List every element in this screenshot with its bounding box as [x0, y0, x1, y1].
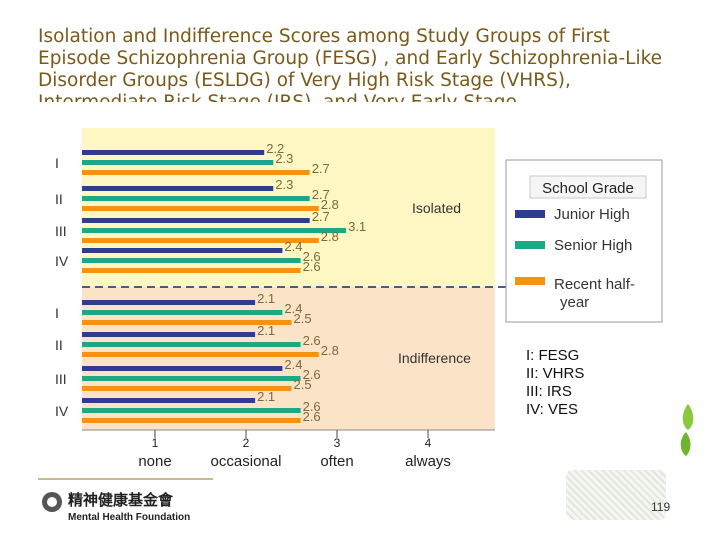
bar-value-label: 2.2 — [266, 141, 284, 156]
x-tick-sublabel: often — [320, 453, 353, 470]
bar — [82, 332, 256, 337]
bar-value-label: 2.7 — [312, 161, 330, 176]
bar — [82, 268, 301, 273]
bar-value-label: 2.6 — [303, 249, 321, 264]
bar-value-label: 2.4 — [284, 239, 302, 254]
legend-swatch — [515, 210, 545, 218]
group-legend-item: II: VHRS — [526, 365, 584, 382]
legend-title: School Grade — [542, 180, 634, 197]
bar-value-label: 2.6 — [303, 399, 321, 414]
bar — [82, 248, 283, 253]
bar-value-label: 2.6 — [303, 409, 321, 424]
logo-english-name: Mental Health Foundation — [68, 512, 190, 523]
bar-value-label: 2.3 — [275, 151, 293, 166]
x-tick-label: 4 — [425, 436, 432, 450]
group-legend-item: IV: VES — [526, 401, 578, 418]
x-tick-sublabel: none — [138, 453, 171, 470]
bar-value-label: 2.4 — [284, 301, 302, 316]
bar-value-label: 2.7 — [312, 209, 330, 224]
bar-value-label: 2.1 — [257, 291, 275, 306]
x-tick-label: 3 — [334, 436, 341, 450]
bar — [82, 196, 310, 201]
legend-swatch — [515, 277, 545, 285]
x-tick-sublabel: occasional — [211, 453, 282, 470]
bar — [82, 160, 274, 165]
bar — [82, 238, 319, 243]
bar-value-label: 2.5 — [294, 311, 312, 326]
bar-value-label: 2.4 — [284, 357, 302, 372]
bar-value-label: 2.8 — [321, 229, 339, 244]
category-label-iii: III — [55, 371, 67, 387]
logo-chinese-name: 精神健康基金會 — [68, 491, 174, 509]
foundation-seal — [566, 470, 666, 520]
bar — [82, 228, 347, 233]
bar — [82, 366, 283, 371]
category-label-iii: III — [55, 223, 67, 239]
bar — [82, 218, 310, 223]
bar-value-label: 2.3 — [275, 177, 293, 192]
bar — [82, 376, 301, 381]
bar — [82, 418, 301, 423]
legend-label-recent-half-year: Recent half-year — [554, 276, 635, 311]
bar-value-label: 2.7 — [312, 187, 330, 202]
bar-value-label: 2.6 — [303, 367, 321, 382]
bar — [82, 258, 301, 263]
bar-value-label: 2.6 — [303, 259, 321, 274]
page-number: 119 — [651, 500, 671, 514]
bar-value-label: 2.1 — [257, 389, 275, 404]
category-label-iv: IV — [55, 403, 69, 419]
panel-label-indifference: Indifference — [398, 350, 471, 366]
category-label-ii: II — [55, 191, 63, 207]
legend-swatch — [515, 241, 545, 249]
bar-value-label: 3.1 — [348, 219, 366, 234]
x-tick-sublabel: always — [405, 453, 451, 470]
legend-label-senior-high: Senior High — [554, 237, 632, 254]
category-label-i: I — [55, 305, 59, 321]
bar — [82, 408, 301, 413]
category-label-i: I — [55, 155, 59, 171]
bar — [82, 386, 292, 391]
bar-value-label: 2.8 — [321, 197, 339, 212]
category-label-iv: IV — [55, 253, 69, 269]
bar — [82, 300, 256, 305]
bar — [82, 310, 283, 315]
bar — [82, 150, 265, 155]
category-label-ii: II — [55, 337, 63, 353]
bar — [82, 352, 319, 357]
panel-label-isolated: Isolated — [412, 200, 461, 216]
chart-title: Isolation and Indifference Scores among … — [38, 26, 663, 102]
legend-title-box — [529, 175, 647, 199]
x-tick-label: 1 — [152, 436, 159, 450]
foundation-logo: 精神健康基金會 Mental Health Foundation — [38, 478, 213, 523]
bar — [82, 206, 319, 211]
bar-value-label: 2.8 — [321, 343, 339, 358]
legend-label-junior-high: Junior High — [554, 206, 630, 223]
bar — [82, 342, 301, 347]
x-tick-label: 2 — [243, 436, 250, 450]
group-legend-item: I: FESG — [526, 347, 579, 364]
bar — [82, 186, 274, 191]
bar — [82, 398, 256, 403]
bar-value-label: 2.6 — [303, 333, 321, 348]
leaf-decoration-icon — [680, 404, 694, 456]
bar — [82, 170, 310, 175]
bar-value-label: 2.1 — [257, 323, 275, 338]
group-legend-item: III: IRS — [526, 383, 572, 400]
bar-value-label: 2.5 — [294, 377, 312, 392]
bar — [82, 320, 292, 325]
